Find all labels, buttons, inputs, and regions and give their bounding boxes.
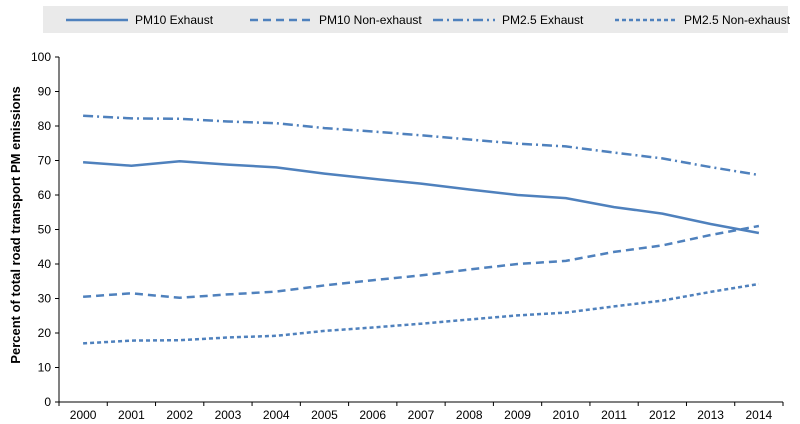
- y-axis-title: Percent of total road transport PM emiss…: [8, 86, 23, 363]
- x-tick-label: 2007: [408, 408, 435, 422]
- y-tick-label: 50: [38, 223, 52, 237]
- y-tick-label: 60: [38, 188, 52, 202]
- x-tick-label: 2005: [311, 408, 338, 422]
- y-tick-label: 10: [38, 361, 52, 375]
- x-tick-label: 2012: [649, 408, 676, 422]
- x-tick-label: 2010: [552, 408, 579, 422]
- plot-area: 0 10 20 30 40 50 60 70 80 90 100 2000 2001 2002 2003 20…: [31, 50, 784, 422]
- x-tick-label: 2002: [166, 408, 193, 422]
- y-tick-label: 0: [44, 395, 51, 409]
- legend-box: [43, 6, 788, 33]
- x-tick-label: 2009: [504, 408, 531, 422]
- y-tick-label: 80: [38, 119, 52, 133]
- x-tick-label: 2003: [215, 408, 242, 422]
- y-tick-label: 30: [38, 292, 52, 306]
- series-line-pm10-exhaust: [83, 159, 760, 235]
- legend: PM10 Exhaust PM10 Non-exhaust PM2.5 Exhaus…: [66, 13, 791, 27]
- x-tick-label: 2006: [359, 408, 386, 422]
- x-tick-label: 2008: [456, 408, 483, 422]
- legend-label: PM10 Non-exhaust: [319, 13, 422, 27]
- y-tick-label: 90: [38, 85, 52, 99]
- x-tick-label: 2001: [118, 408, 145, 422]
- y-tick-label: 100: [31, 50, 51, 64]
- x-tick-label: 2013: [697, 408, 724, 422]
- y-tick-label: 20: [38, 326, 52, 340]
- legend-label: PM10 Exhaust: [135, 13, 214, 27]
- y-tick-label: 70: [38, 154, 52, 168]
- series-line-pm2-5-non-exhaust: [83, 282, 760, 345]
- legend-label: PM2.5 Non-exhaust: [684, 13, 791, 27]
- y-tick-label: 40: [38, 257, 52, 271]
- x-tick-label: 2014: [746, 408, 773, 422]
- x-tick-label: 2011: [601, 408, 627, 422]
- x-tick-label: 2004: [263, 408, 290, 422]
- series-line-pm2-5-exhaust: [83, 114, 760, 177]
- series-line-pm10-non-exhaust: [83, 224, 760, 300]
- x-tick-label: 2000: [70, 408, 97, 422]
- legend-label: PM2.5 Exhaust: [502, 13, 584, 27]
